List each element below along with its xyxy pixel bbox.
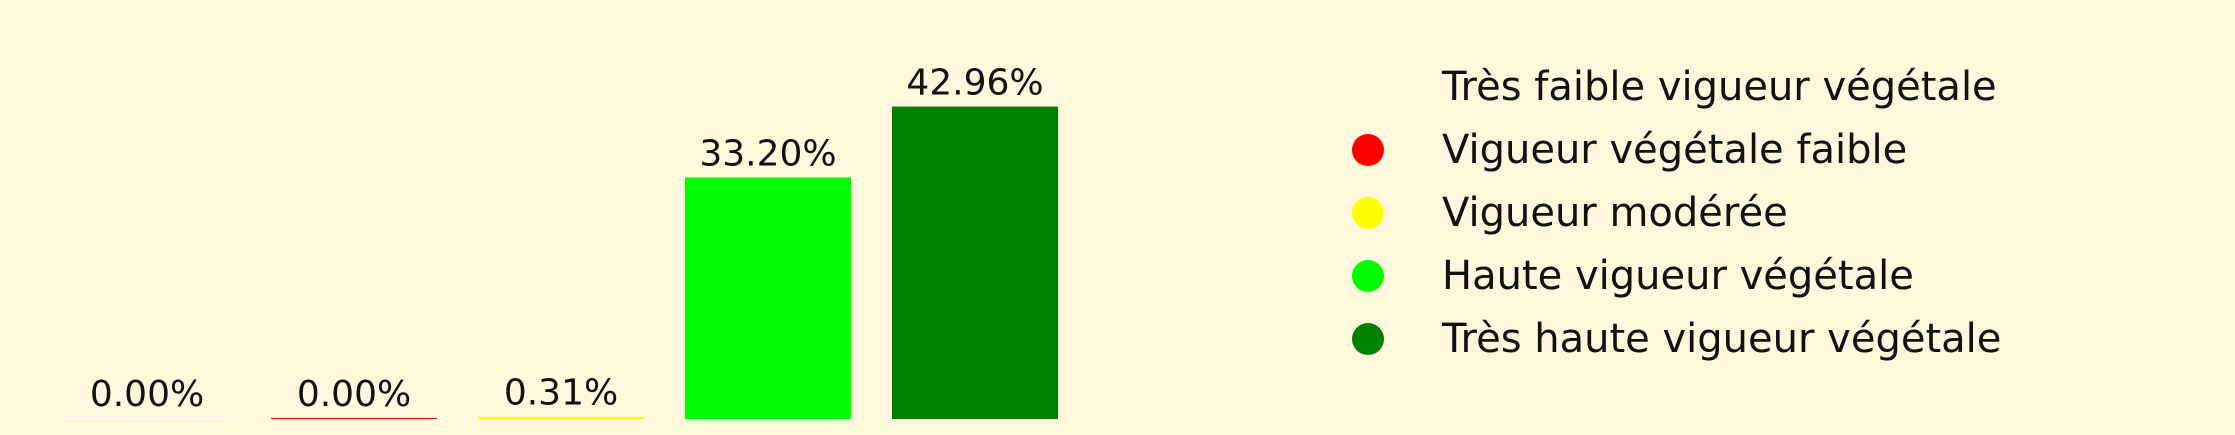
legend-item-moderee: Vigueur modérée (1340, 181, 2220, 244)
legend-label: Vigueur végétale faible (1442, 126, 1908, 173)
legend-dot-icon (1352, 322, 1384, 355)
legend-dot-icon (1352, 196, 1384, 229)
bar-value-label: 0.00% (297, 374, 411, 415)
legend-label: Très faible vigueur végétale (1442, 63, 1997, 110)
bar-chart: 0.00% 0.00% 0.31% 33.20% 42.96% (64, 63, 1058, 420)
legend-label: Très haute vigueur végétale (1442, 315, 2002, 362)
legend-label: Haute vigueur végétale (1442, 252, 1914, 299)
legend-item-faible: Vigueur végétale faible (1340, 118, 2220, 181)
chart-legend: Très faible vigueur végétale Vigueur vég… (1340, 55, 2220, 370)
legend-item-tres-faible: Très faible vigueur végétale (1340, 55, 2220, 118)
bar-value-label: 0.00% (90, 374, 204, 415)
bar-1 (64, 418, 230, 419)
legend-label: Vigueur modérée (1442, 189, 1788, 236)
legend-item-haute: Haute vigueur végétale (1340, 244, 2220, 307)
legend-item-tres-haute: Très haute vigueur végétale (1340, 307, 2220, 370)
bar-value-label: 33.20% (699, 134, 836, 175)
bar-3 (478, 416, 644, 419)
bar-2 (271, 418, 437, 419)
bar-value-label: 0.31% (504, 373, 618, 414)
bar-4 (685, 177, 851, 419)
bar-5 (892, 106, 1058, 420)
legend-dot-icon (1352, 70, 1384, 103)
legend-dot-icon (1352, 259, 1384, 292)
bar-value-label: 42.96% (906, 63, 1043, 104)
bar-chart-svg: 0.00% 0.00% 0.31% 33.20% 42.96% (64, 63, 1058, 420)
legend-dot-icon (1352, 133, 1384, 166)
